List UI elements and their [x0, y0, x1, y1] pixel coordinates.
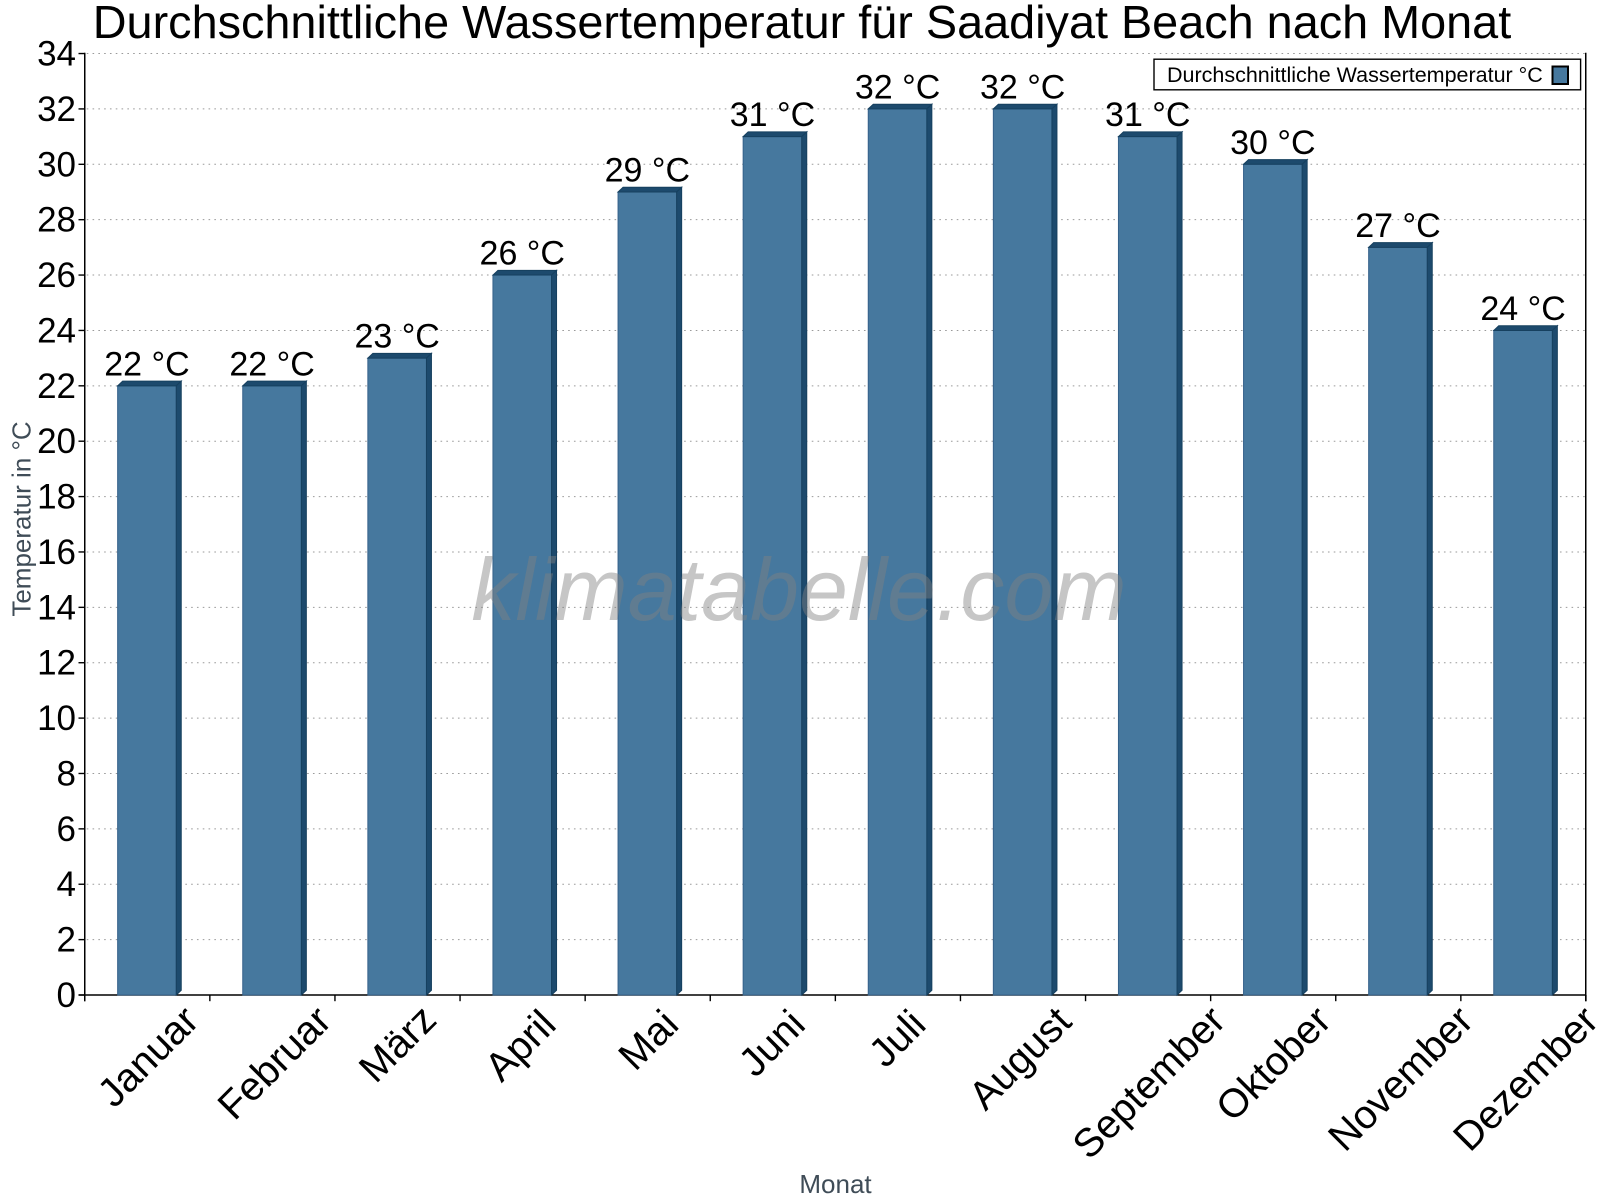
svg-text:klimatabelle.com: klimatabelle.com: [471, 540, 1126, 639]
svg-text:31 °C: 31 °C: [1105, 96, 1190, 134]
svg-text:32: 32: [37, 90, 76, 129]
svg-text:24: 24: [37, 311, 76, 350]
svg-text:31 °C: 31 °C: [730, 96, 815, 134]
svg-text:23 °C: 23 °C: [354, 318, 439, 356]
svg-text:14: 14: [37, 588, 76, 627]
svg-text:22 °C: 22 °C: [229, 345, 314, 383]
svg-text:4: 4: [57, 865, 76, 904]
svg-text:28: 28: [37, 201, 76, 240]
svg-text:Durchschnittliche Wassertemper: Durchschnittliche Wassertemperatur für S…: [93, 0, 1511, 48]
svg-text:16: 16: [37, 533, 76, 572]
svg-text:6: 6: [57, 810, 76, 849]
svg-text:18: 18: [37, 478, 76, 517]
svg-text:30: 30: [37, 145, 76, 184]
svg-text:27 °C: 27 °C: [1355, 207, 1440, 245]
svg-text:Durchschnittliche Wassertemper: Durchschnittliche Wassertemperatur °C: [1167, 63, 1543, 87]
svg-text:24 °C: 24 °C: [1480, 290, 1565, 328]
svg-text:32 °C: 32 °C: [855, 68, 940, 106]
svg-text:Temperatur in °C: Temperatur in °C: [7, 421, 37, 616]
svg-text:26: 26: [37, 256, 76, 295]
svg-text:Monat: Monat: [799, 1169, 872, 1199]
svg-text:29 °C: 29 °C: [605, 151, 690, 189]
svg-text:30 °C: 30 °C: [1230, 124, 1315, 162]
svg-text:20: 20: [37, 422, 76, 461]
svg-text:32 °C: 32 °C: [980, 68, 1065, 106]
svg-text:2: 2: [57, 921, 76, 960]
svg-text:10: 10: [37, 699, 76, 738]
svg-text:22: 22: [37, 367, 76, 406]
svg-text:34: 34: [37, 35, 76, 74]
svg-text:0: 0: [57, 976, 76, 1015]
svg-text:26 °C: 26 °C: [480, 235, 565, 273]
svg-text:12: 12: [37, 644, 76, 683]
svg-text:8: 8: [57, 754, 76, 793]
svg-text:22 °C: 22 °C: [104, 345, 189, 383]
